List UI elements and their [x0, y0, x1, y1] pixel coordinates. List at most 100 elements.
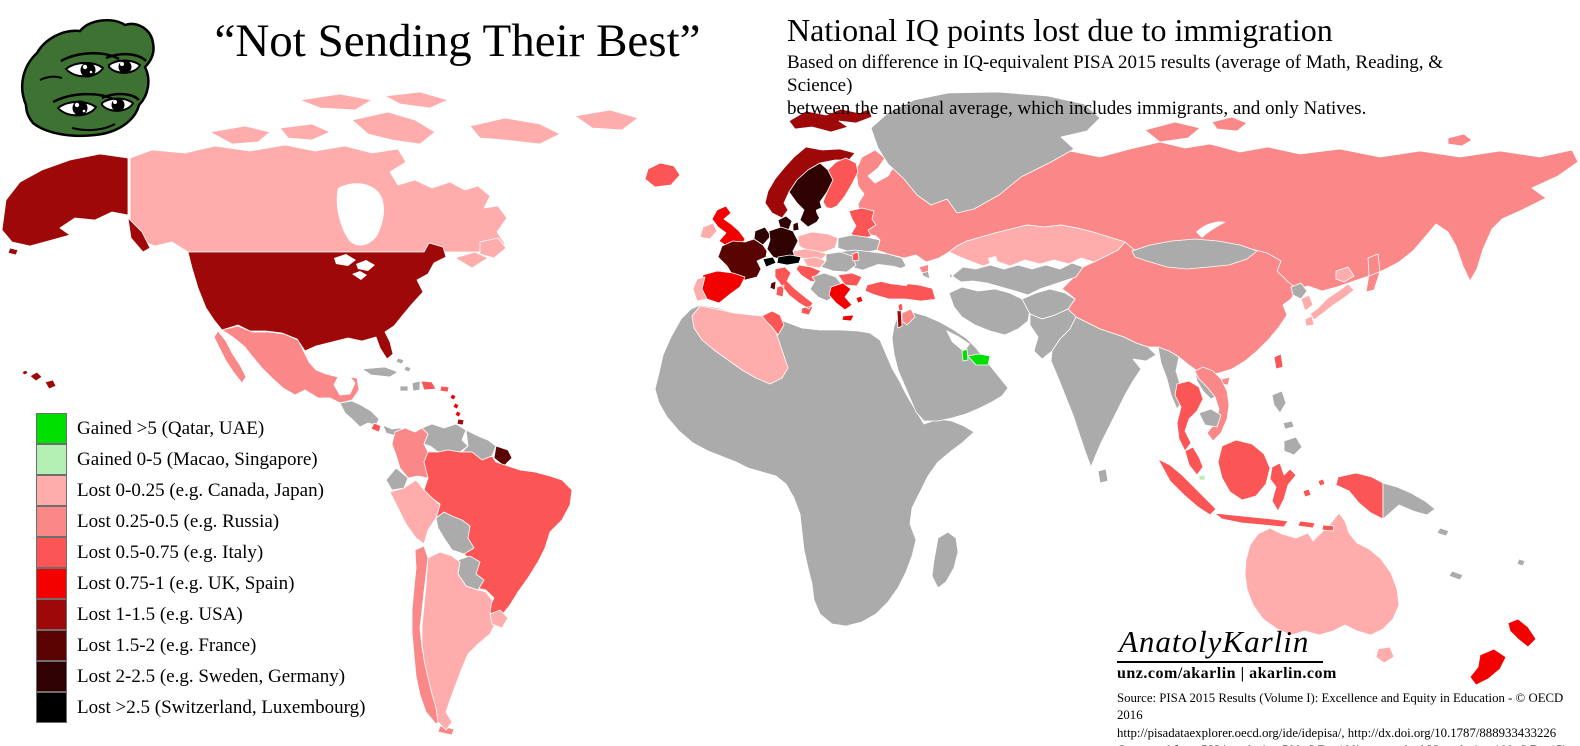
legend-label: Lost 2-2.5 (e.g. Sweden, Germany)	[77, 665, 346, 687]
country-switzerland	[762, 256, 777, 268]
country-india	[1050, 316, 1157, 468]
country-malaysia	[1184, 446, 1204, 476]
legend-row: Lost 0.25-0.5 (e.g. Russia)	[36, 506, 365, 537]
legend-swatch-lost1-15	[36, 599, 67, 630]
country-tunisia	[761, 310, 785, 336]
country-italy	[774, 266, 814, 316]
country-spain	[700, 270, 746, 304]
legend-row: Lost 0-0.25 (e.g. Canada, Japan)	[36, 475, 365, 506]
legend-label: Gained 0-5 (Macao, Singapore)	[77, 448, 318, 470]
country-japan	[1304, 266, 1355, 327]
country-dominican-republic	[420, 380, 437, 391]
legend-swatch-lost2-25	[36, 661, 67, 692]
lake-baikal	[1196, 221, 1226, 238]
legend-swatch-lost25plus	[36, 692, 67, 723]
country-greenland	[870, 91, 1101, 214]
country-singapore	[1198, 474, 1206, 481]
country-greece	[828, 282, 864, 322]
country-sri-lanka	[1097, 468, 1109, 484]
aral-sea	[988, 256, 998, 265]
legend-swatch-lost075-1	[36, 568, 67, 599]
legend-swatch-lost05-075	[36, 537, 67, 568]
legend-label: Lost 0.75-1 (e.g. UK, Spain)	[77, 572, 295, 594]
legend-swatch-gained5	[36, 413, 67, 444]
country-iceland	[644, 162, 681, 188]
legend-row: Lost 0.5-0.75 (e.g. Italy)	[36, 537, 365, 568]
right-header: National IQ points lost due to immigrati…	[787, 12, 1447, 120]
country-uruguay	[489, 609, 509, 629]
author-signature: AnatolyKarlin	[1117, 624, 1324, 663]
country-alaska	[1, 153, 151, 256]
source-line-3: Converted from PISA scale (m=500, S.D.=1…	[1117, 742, 1580, 746]
country-cambodia	[1198, 408, 1222, 428]
country-jamaica	[399, 385, 409, 392]
baltic-sea	[816, 207, 847, 238]
country-new-zealand	[1469, 618, 1537, 686]
legend-label: Gained >5 (Qatar, UAE)	[77, 417, 265, 439]
country-canada	[129, 144, 508, 253]
right-title: National IQ points lost due to immigrati…	[787, 12, 1333, 48]
country-israel	[896, 308, 903, 329]
country-mongolia	[1131, 238, 1258, 270]
country-mexico	[213, 325, 360, 404]
legend-swatch-lost025-05	[36, 506, 67, 537]
legend-label: Lost >2.5 (Switzerland, Luxembourg)	[77, 696, 366, 718]
country-poland	[797, 231, 839, 253]
legend-swatch-gained0-5	[36, 444, 67, 475]
source-line-1: Source: PISA 2015 Results (Volume I): Ex…	[1117, 691, 1564, 723]
legend-row: Lost 1-1.5 (e.g. USA)	[36, 599, 365, 630]
country-french-guiana	[493, 445, 513, 467]
country-madagascar	[931, 531, 959, 589]
legend: Gained >5 (Qatar, UAE) Gained 0-5 (Macao…	[36, 413, 365, 723]
country-corsica	[769, 280, 777, 291]
region-baltic-states	[848, 207, 877, 241]
country-taiwan	[1273, 353, 1284, 370]
country-norway	[764, 146, 856, 219]
country-trinidad	[456, 418, 465, 426]
legend-label: Lost 1-1.5 (e.g. USA)	[77, 603, 243, 625]
legend-row: Lost >2.5 (Switzerland, Luxembourg)	[36, 692, 365, 723]
country-philippines	[1271, 390, 1303, 456]
country-usa	[187, 242, 447, 360]
legend-row: Lost 0.75-1 (e.g. UK, Spain)	[36, 568, 365, 599]
region-africa	[654, 304, 975, 627]
region-pacific-islands	[1448, 558, 1526, 581]
country-france	[717, 238, 768, 281]
legend-label: Lost 0.5-0.75 (e.g. Italy)	[77, 541, 264, 563]
country-ireland	[699, 222, 718, 240]
country-algeria	[691, 305, 789, 385]
country-hawaii	[21, 369, 57, 390]
legend-row: Gained >5 (Qatar, UAE)	[36, 413, 365, 444]
country-puerto-rico	[439, 385, 450, 393]
country-romania	[820, 251, 857, 273]
country-vietnam	[1194, 366, 1230, 442]
subtitle-line-2: between the national average, which incl…	[787, 98, 1367, 119]
attribution-block: AnatolyKarlin unz.com/akarlin | akarlin.…	[1117, 624, 1580, 746]
black-sea	[862, 264, 916, 286]
sad-pepe-image	[21, 18, 155, 138]
region-benelux	[753, 226, 772, 246]
persian-gulf	[946, 330, 970, 352]
country-haiti	[411, 380, 421, 392]
country-indonesia	[1157, 439, 1384, 532]
country-belarus	[837, 234, 881, 254]
legend-label: Lost 1.5-2 (e.g. France)	[77, 634, 257, 656]
legend-row: Lost 1.5-2 (e.g. France)	[36, 630, 365, 661]
legend-swatch-lost0-025	[36, 475, 67, 506]
main-title: “Not Sending Their Best”	[214, 15, 701, 67]
country-costa-rica	[370, 422, 382, 433]
country-canada-arctic-islands	[209, 91, 639, 269]
country-kazakhstan	[948, 224, 1126, 267]
country-portugal	[692, 276, 708, 302]
country-bolivia	[435, 511, 475, 555]
legend-row: Lost 2-2.5 (e.g. Sweden, Germany)	[36, 661, 365, 692]
legend-label: Lost 0.25-0.5 (e.g. Russia)	[77, 510, 280, 532]
country-austria	[776, 254, 802, 266]
hudson-bay	[336, 183, 384, 246]
country-thailand	[1174, 380, 1204, 452]
subtitle-line-1: Based on difference in IQ-equivalent PIS…	[787, 52, 1444, 96]
legend-swatch-lost15-2	[36, 630, 67, 661]
subtitle: Based on difference in IQ-equivalent PIS…	[787, 51, 1447, 120]
region-central-asia	[951, 262, 1084, 296]
